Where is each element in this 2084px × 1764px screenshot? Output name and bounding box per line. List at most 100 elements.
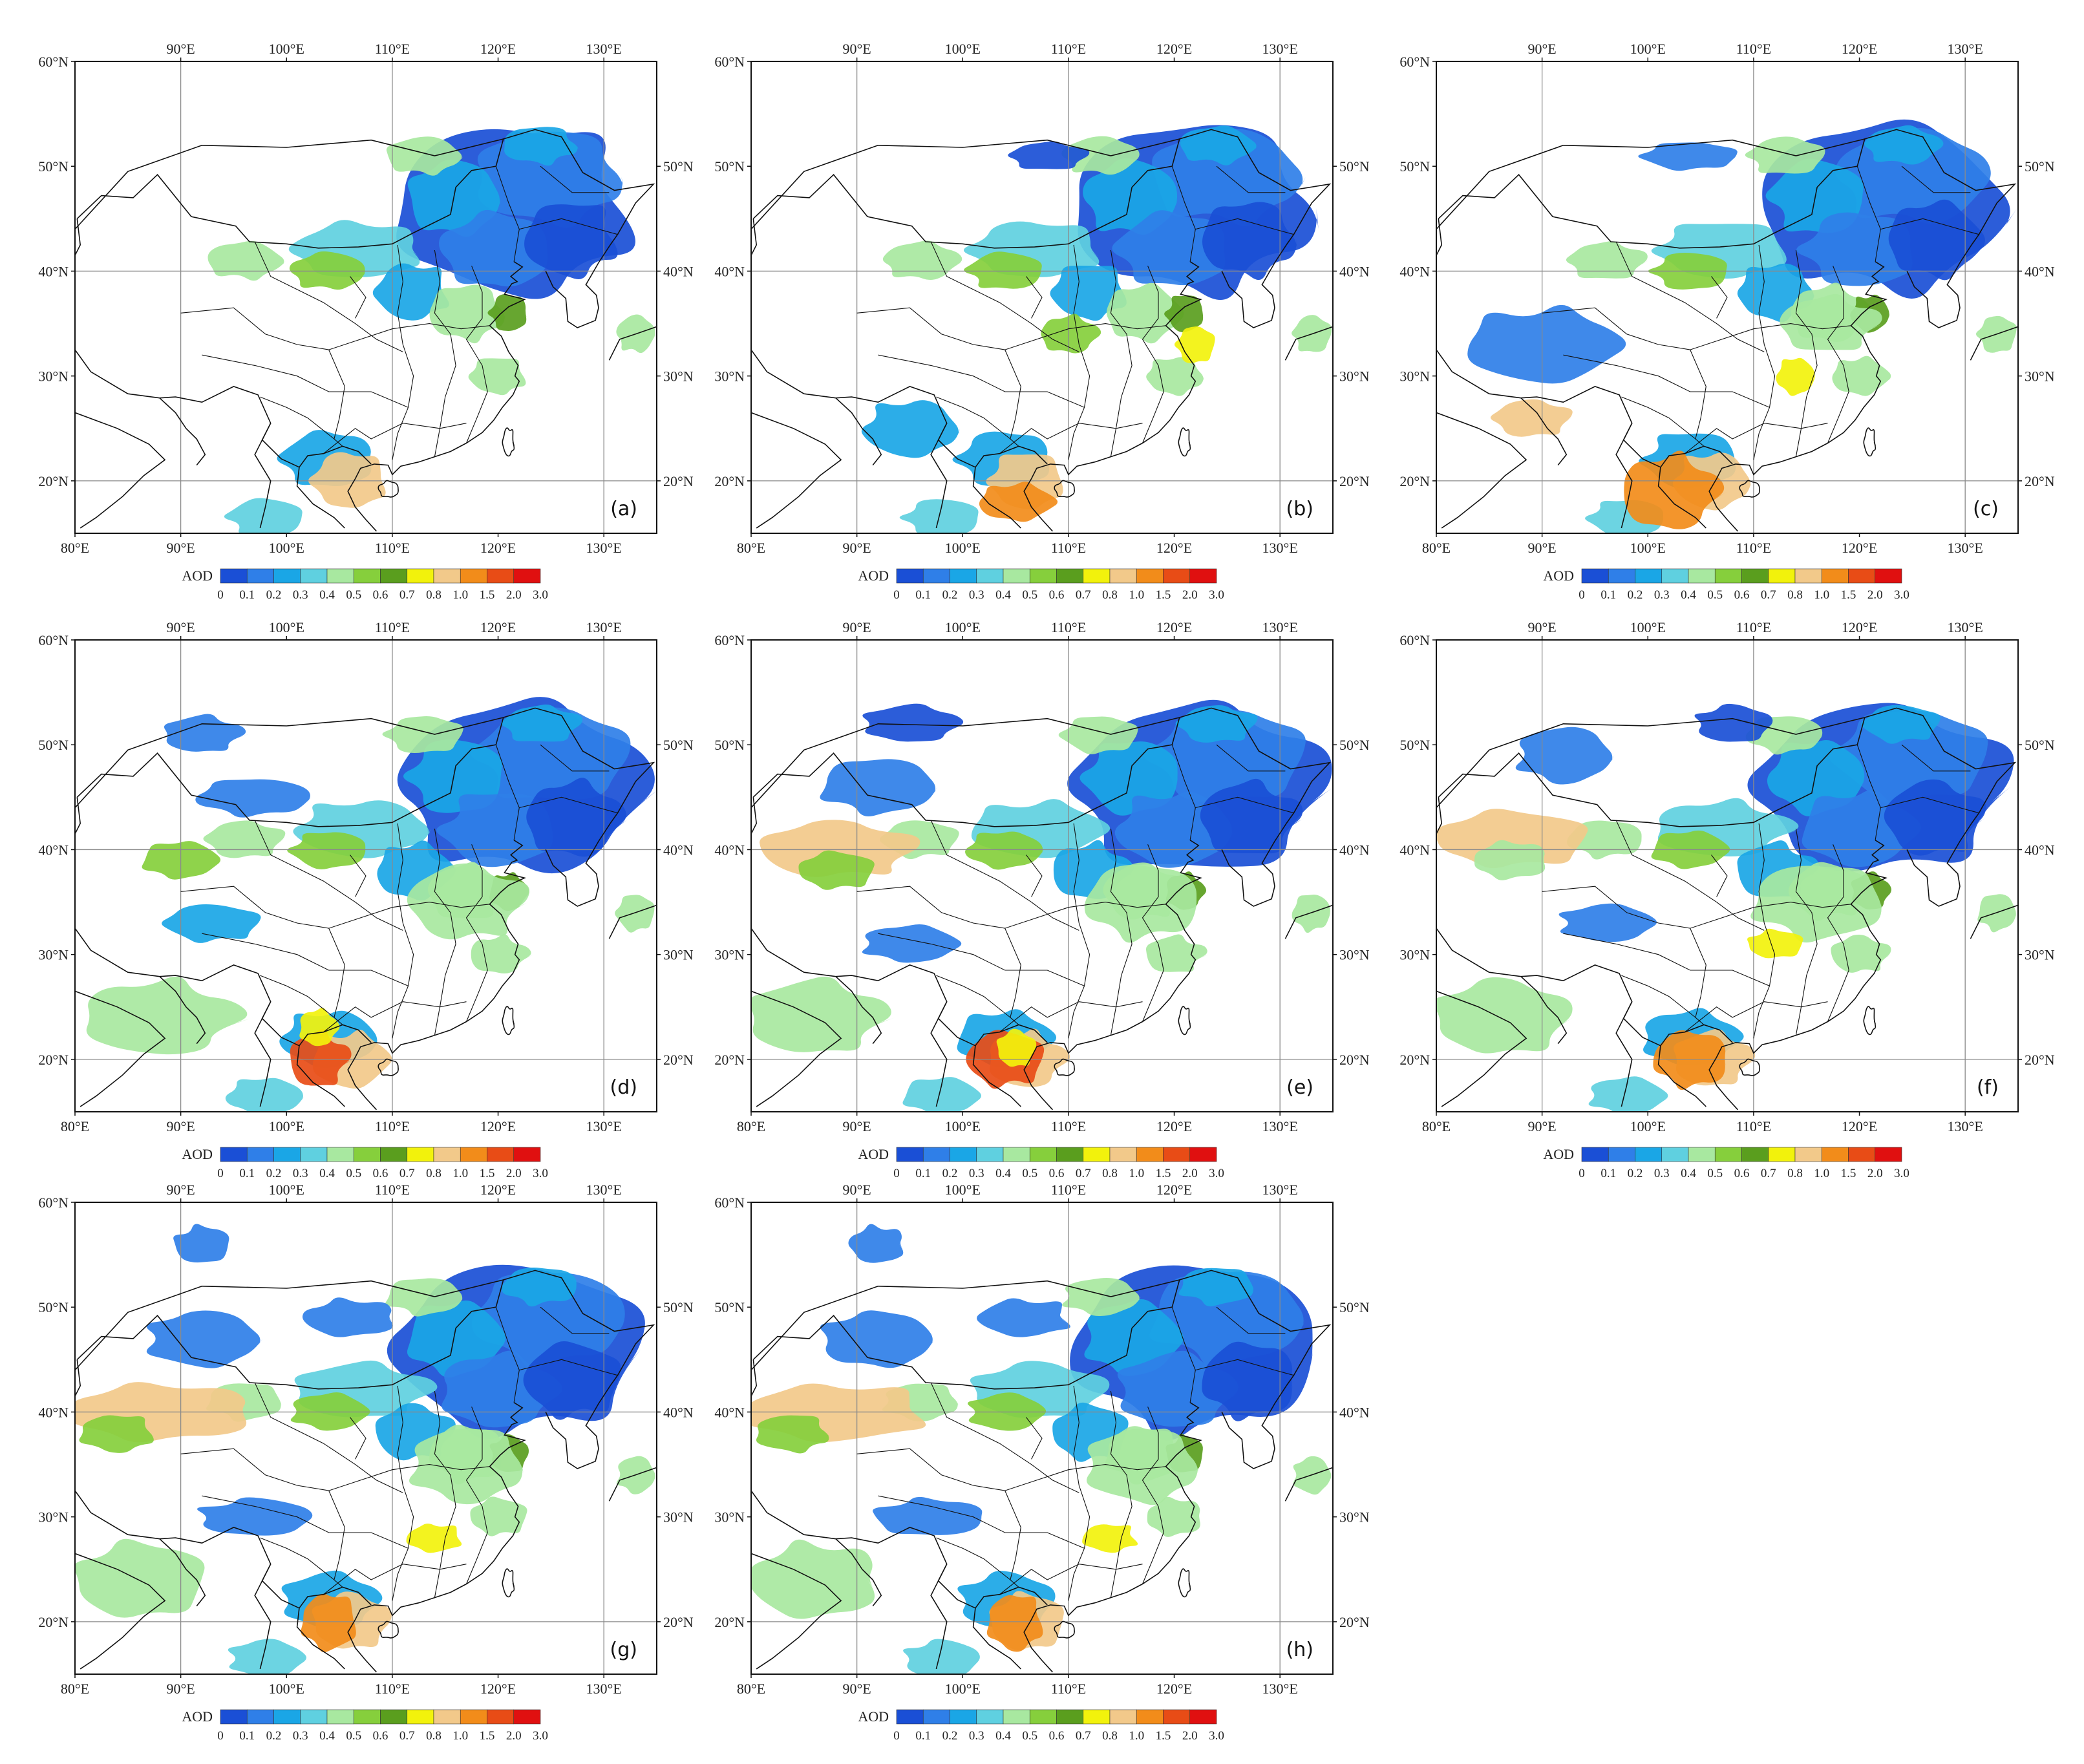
map-panel: 80°E 90°E 100°E 110°E 120°E 130°E 90°E 100°E 110… xyxy=(714,41,1369,602)
colorbar-tick-label: 0.8 xyxy=(426,1167,441,1180)
colorbar-swatch xyxy=(1003,1709,1030,1725)
colorbar-tick-label: 0 xyxy=(893,1729,900,1743)
province-line xyxy=(1901,165,1971,193)
boundary-line xyxy=(1657,1045,1707,1107)
colorbar-swatch xyxy=(1821,1147,1849,1162)
lon-tick-label-bottom: 80°E xyxy=(1422,540,1451,556)
aod-patch xyxy=(142,841,223,880)
province-line xyxy=(519,796,618,814)
boundary-line xyxy=(347,261,526,532)
province-line xyxy=(1142,266,1164,443)
colorbar-tick-label: 0.1 xyxy=(1600,588,1616,602)
boundary-line xyxy=(75,990,166,1107)
colorbar-tick-label: 0.4 xyxy=(319,1729,335,1743)
province-line xyxy=(519,1359,618,1376)
province-line xyxy=(856,886,1166,929)
boundary-line xyxy=(75,1279,504,1371)
colorbar-swatch xyxy=(1875,1147,1902,1162)
colorbar-tick-label: 0.4 xyxy=(995,1167,1011,1180)
boundary-line xyxy=(751,717,1180,809)
aod-patch xyxy=(756,1415,830,1454)
aod-patch xyxy=(407,1300,509,1377)
panel-label: (h) xyxy=(1286,1639,1313,1661)
colorbar-tick-label: 1.0 xyxy=(1814,588,1829,602)
province-line xyxy=(1195,1359,1294,1376)
aod-patch xyxy=(862,703,967,742)
colorbar-swatch xyxy=(950,568,977,584)
aod-patch xyxy=(1558,903,1660,942)
colorbar-swatch xyxy=(433,1147,461,1162)
lon-tick-label-bottom: 110°E xyxy=(1051,1118,1086,1134)
lon-tick-label-bottom: 80°E xyxy=(61,1681,89,1697)
colorbar-swatch xyxy=(1608,1147,1635,1162)
aod-patch xyxy=(964,251,1042,289)
aod-patch xyxy=(798,850,875,890)
boundaries xyxy=(75,129,657,532)
colorbar-swatch xyxy=(380,568,408,584)
taiwan-island xyxy=(1178,1568,1191,1598)
colorbar-tick-label: 0.1 xyxy=(1600,1167,1616,1180)
aod-patch xyxy=(302,1297,393,1337)
colorbar-swatch xyxy=(1714,1147,1742,1162)
lon-tick-label-top: 100°E xyxy=(269,619,304,635)
boundary-line xyxy=(930,423,948,529)
aod-patch xyxy=(1202,1341,1293,1421)
lon-tick-label-bottom: 100°E xyxy=(269,540,304,556)
lon-tick-label-bottom: 130°E xyxy=(586,1118,622,1134)
aod-patch xyxy=(1436,977,1573,1054)
colorbar-swatch xyxy=(1768,1147,1796,1162)
colorbar-tick-label: 1.5 xyxy=(1841,588,1856,602)
colorbar-tick-label: 0.2 xyxy=(1628,1167,1643,1180)
aod-patch xyxy=(228,1639,309,1674)
aod-field xyxy=(86,697,657,1112)
colorbar-tick-label: 0 xyxy=(217,1167,224,1180)
lon-tick-label-bottom: 100°E xyxy=(945,540,981,556)
province-line xyxy=(936,396,1011,440)
province-line xyxy=(1195,218,1294,235)
lat-tick-label-left: 30°N xyxy=(714,1509,745,1525)
province-line xyxy=(1110,1390,1132,1598)
lat-tick-label-left: 60°N xyxy=(714,54,745,70)
boundary-line xyxy=(751,412,842,529)
aod-patch xyxy=(996,1028,1037,1067)
colorbar-tick-label: 0.4 xyxy=(1681,588,1696,602)
colorbar-tick-label: 0.7 xyxy=(1761,1167,1776,1180)
lat-tick-label-left: 40°N xyxy=(38,842,69,858)
colorbar: AOD 0 0.1 0.2 0.3 0.4 0.5 0.6 0.7 0.8 1.0 1.5 2.0 3.0 xyxy=(858,1146,1224,1180)
hainan-island xyxy=(1739,1058,1760,1076)
province-line xyxy=(1685,423,1828,454)
lat-tick-label-left: 40°N xyxy=(714,1404,745,1420)
province-line xyxy=(1615,241,1765,352)
boundary-line xyxy=(1438,707,2017,827)
province-line xyxy=(1901,744,1971,772)
colorbar-swatch xyxy=(1109,1147,1137,1162)
province-line xyxy=(1171,745,1196,840)
colorbar-swatch xyxy=(1083,1709,1111,1725)
colorbar-tick-label: 0.3 xyxy=(969,588,984,602)
hainan-island xyxy=(377,480,399,498)
colorbar-title: AOD xyxy=(182,568,213,584)
aod-patch xyxy=(301,1593,357,1653)
aod-patch xyxy=(820,759,937,817)
lat-tick-label-right: 30°N xyxy=(663,368,694,385)
colorbar-tick-label: 0.4 xyxy=(1681,1167,1696,1180)
colorbar-title: AOD xyxy=(858,568,889,584)
panel-label: (c) xyxy=(1973,498,1999,520)
boundary-line xyxy=(296,1608,345,1670)
lon-tick-label-top: 110°E xyxy=(1051,1182,1086,1198)
colorbar-tick-label: 3.0 xyxy=(533,588,548,602)
colorbar-tick-label: 0.6 xyxy=(373,588,388,602)
lat-tick-label-right: 30°N xyxy=(1339,368,1370,385)
lat-tick-label-left: 20°N xyxy=(38,1052,69,1068)
province-line xyxy=(1795,250,1818,457)
aod-patch xyxy=(162,904,261,943)
colorbar-tick-label: 0.5 xyxy=(346,1729,361,1743)
lon-tick-label-bottom: 80°E xyxy=(737,540,765,556)
colorbar-tick-label: 0.2 xyxy=(266,1729,282,1743)
panel-label: (a) xyxy=(610,498,637,520)
lat-tick-label-left: 50°N xyxy=(38,1299,69,1315)
colorbar-tick-label: 0 xyxy=(893,588,900,602)
boundary-line xyxy=(752,129,1332,249)
colorbar-swatch xyxy=(976,1147,1004,1162)
province-line xyxy=(1753,244,1776,460)
